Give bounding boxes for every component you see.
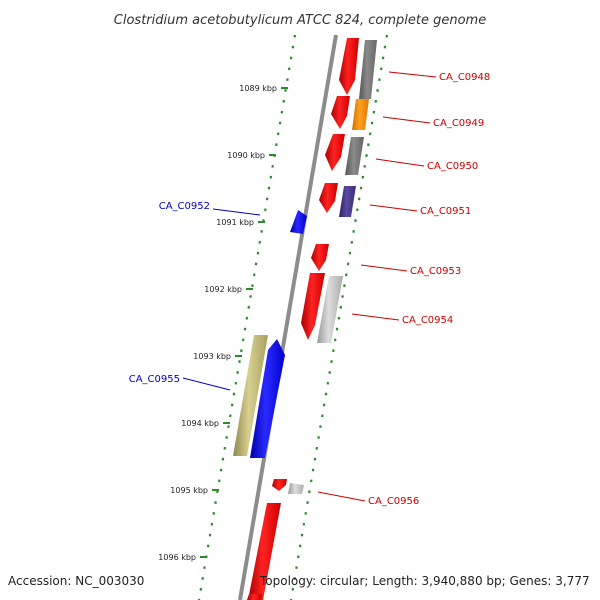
gene-ca-c0951[interactable] (319, 183, 338, 213)
tick-label: 1089 kbp (239, 84, 277, 93)
feature-orange[interactable] (352, 99, 369, 130)
label-leader-line (182, 377, 231, 391)
feature-purple[interactable] (339, 186, 356, 217)
label-leader-line (212, 208, 261, 216)
tick-label: 1091 kbp (216, 218, 254, 227)
feature-gray-2[interactable] (345, 137, 364, 175)
gene-labels: CA_C0948 CA_C0949 CA_C0950 CA_C0951 CA_C0952… (129, 71, 490, 507)
tick-label: 1090 kbp (227, 151, 265, 160)
label-leader-line (317, 491, 366, 502)
label-leader-line (382, 116, 431, 124)
gene-unlabeled-lower[interactable] (248, 503, 281, 600)
gene-ca-c0955[interactable] (250, 339, 285, 458)
label-leader-line (388, 71, 437, 78)
reverse-strand-dots (197, 34, 297, 600)
topology-text: Topology: circular; Length: 3,940,880 bp… (260, 574, 590, 588)
gene-label-ca-c0952[interactable]: CA_C0952 (159, 201, 210, 212)
gene-ca-c0952[interactable] (290, 210, 307, 234)
gene-label-ca-c0954[interactable]: CA_C0954 (402, 315, 453, 326)
label-leader-line (360, 264, 408, 272)
gene-label-ca-c0948[interactable]: CA_C0948 (439, 72, 490, 83)
feature-khaki[interactable] (233, 335, 268, 456)
accession-text: Accession: NC_003030 (8, 574, 145, 588)
gene-unlabeled-bottom[interactable] (247, 594, 262, 600)
tick-label: 1094 kbp (181, 419, 219, 428)
gene-label-ca-c0949[interactable]: CA_C0949 (433, 118, 484, 129)
tick-label: 1096 kbp (158, 553, 196, 562)
tick-label: 1092 kbp (204, 285, 242, 294)
kbp-ticks: 1089 kbp 1090 kbp 1091 kbp 1092 kbp 1093 kbp… (158, 84, 288, 562)
gene-ca-c0950[interactable] (325, 134, 345, 171)
gene-label-ca-c0956[interactable]: CA_C0956 (368, 496, 419, 507)
gene-label-ca-c0950[interactable]: CA_C0950 (427, 161, 478, 172)
gene-label-ca-c0955[interactable]: CA_C0955 (129, 374, 180, 385)
gene-ca-c0948[interactable] (339, 38, 359, 95)
gene-ca-c0949[interactable] (331, 96, 350, 129)
gene-label-ca-c0953[interactable]: CA_C0953 (410, 266, 461, 277)
gene-ca-c0954[interactable] (301, 273, 325, 340)
label-leader-line (375, 158, 425, 167)
label-leader-line (369, 204, 418, 212)
gene-ca-c0956[interactable] (272, 479, 287, 491)
feature-light-gray-2[interactable] (288, 483, 304, 494)
genome-backbone (238, 34, 338, 600)
gene-ca-c0953[interactable] (311, 244, 329, 271)
tick-label: 1093 kbp (193, 352, 231, 361)
feature-light-gray-1[interactable] (317, 276, 343, 343)
forward-strand-dots (289, 34, 389, 600)
tick-label: 1095 kbp (170, 486, 208, 495)
feature-gray-1[interactable] (359, 40, 377, 99)
map-title: Clostridium acetobutylicum ATCC 824, com… (114, 13, 486, 28)
label-leader-line (351, 313, 400, 321)
gene-label-ca-c0951[interactable]: CA_C0951 (420, 206, 471, 217)
